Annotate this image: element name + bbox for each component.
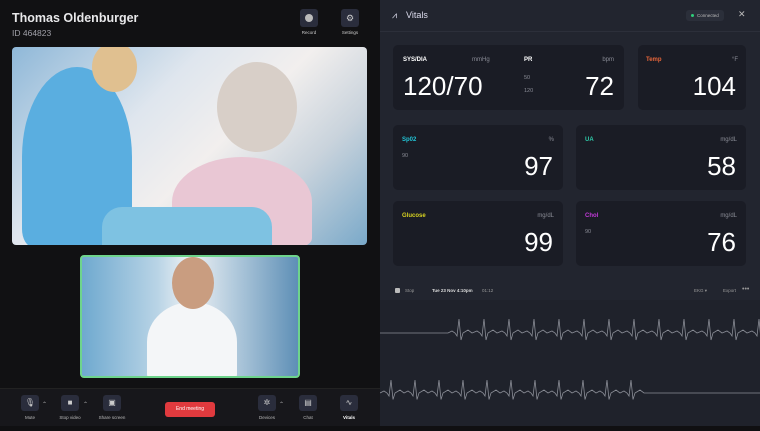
ua-label: UA [585, 137, 594, 143]
video-call-panel: Thomas Oldenburger ID 464823 Record ⚙ Se… [0, 0, 380, 426]
ua-unit: mg/dL [720, 137, 737, 143]
vitals-title: Vitals [406, 10, 428, 20]
screen-share-icon: ▣ [103, 395, 121, 411]
pulse-icon: ∿ [340, 395, 358, 411]
patient-head [217, 62, 297, 152]
record-icon [300, 9, 318, 27]
vitals-panel: ⩘ Vitals Connected ✕ SYS/DIA mmHg 120/70… [379, 0, 760, 426]
stop-video-label: Stop video [59, 415, 81, 420]
spo2-unit: % [548, 137, 554, 143]
temp-value: 104 [692, 71, 736, 101]
connection-status-badge: Connected [686, 10, 724, 21]
glucose-unit: mg/dL [537, 213, 554, 219]
pulse-icon: ⩘ [392, 10, 398, 20]
patient-name: Thomas Oldenburger [12, 11, 139, 25]
pr-low: 50 [524, 75, 531, 81]
ecg-mode-select[interactable]: EKG ▾ [694, 288, 707, 294]
chat-icon: ▤ [299, 395, 317, 411]
stop-button[interactable]: Stop [405, 288, 415, 293]
chevron-down-icon[interactable]: ⌃ [279, 402, 285, 408]
bp-unit: mmHg [472, 57, 490, 63]
spo2-card: Sp02 % 90 97 [393, 125, 563, 190]
pr-unit: bpm [602, 57, 614, 63]
record-button[interactable]: Record [294, 9, 324, 35]
microphone-icon: 🎙 [21, 395, 39, 411]
chol-low: 90 [585, 229, 592, 235]
ua-card: UA mg/dL 58 [576, 125, 746, 190]
patient-id: ID 464823 [12, 28, 52, 38]
doctor-video [80, 255, 300, 378]
devices-icon: ✲ [258, 395, 276, 411]
bp-pr-card: SYS/DIA mmHg 120/70 PR bpm 50 120 72 [393, 45, 624, 110]
vitals-button[interactable]: ∿ Vitals [329, 395, 369, 420]
camera-icon: ■ [61, 395, 79, 411]
bp-value: 120/70 [403, 71, 483, 101]
connection-status-text: Connected [697, 13, 719, 18]
mute-button[interactable]: 🎙 Mute [10, 395, 50, 420]
glucose-label: Glucose [402, 213, 426, 219]
mute-label: Mute [24, 415, 35, 420]
doctor-figure [147, 302, 237, 376]
status-dot-icon [691, 14, 694, 18]
pr-label: PR [524, 57, 533, 63]
share-screen-button[interactable]: ▣ Share screen [92, 395, 132, 420]
end-meeting-button[interactable]: End meeting [165, 402, 215, 417]
nurse-head [92, 47, 137, 92]
chol-label: Chol [585, 213, 599, 219]
record-label: Record [301, 30, 317, 35]
chol-value: 76 [707, 227, 736, 257]
more-icon[interactable]: ••• [742, 286, 750, 293]
temp-card: Temp °F 104 [638, 45, 746, 110]
chevron-down-icon[interactable]: ⌃ [83, 402, 89, 408]
ua-value: 58 [707, 151, 736, 181]
chat-label: Chat [303, 415, 313, 420]
export-button[interactable]: Export [723, 288, 737, 293]
pr-high: 120 [524, 88, 534, 94]
meeting-toolbar: 🎙 Mute ⌃ ■ Stop video ⌃ ▣ Share screen End … [0, 388, 380, 426]
spo2-label: Sp02 [402, 137, 417, 143]
spo2-low: 90 [402, 153, 409, 159]
ecg-waveform [379, 318, 760, 400]
ecg-trace-2 [379, 379, 760, 400]
chevron-down-icon: ▾ [704, 288, 708, 293]
chat-button[interactable]: ▤ Chat [288, 395, 328, 420]
close-icon[interactable]: ✕ [738, 9, 746, 19]
glucose-card: Glucose mg/dL 99 [393, 201, 563, 266]
glucose-value: 99 [524, 227, 553, 257]
temp-label: Temp [646, 57, 662, 63]
ecg-waveform-area [379, 300, 760, 426]
ecg-trace-1 [380, 318, 760, 341]
blanket [102, 207, 272, 245]
ecg-controls: Stop Tue 23 Nov 4:10pm 01:12 EKG ▾ Expor… [380, 282, 760, 300]
settings-label: Settings [341, 30, 359, 35]
ecg-elapsed: 01:12 [482, 288, 494, 293]
doctor-head [172, 257, 214, 309]
ecg-datetime: Tue 23 Nov 4:10pm [432, 288, 473, 293]
patient-video [12, 47, 367, 245]
chol-unit: mg/dL [720, 213, 737, 219]
spo2-value: 97 [524, 151, 553, 181]
stop-icon[interactable] [395, 288, 400, 293]
bp-label: SYS/DIA [403, 57, 428, 63]
vitals-label: Vitals [343, 415, 355, 420]
devices-label: Devices [258, 415, 275, 420]
pr-value: 72 [585, 71, 614, 101]
stop-video-button[interactable]: ■ Stop video [50, 395, 90, 420]
ecg-mode-value: EKG [694, 288, 704, 293]
gear-icon: ⚙ [341, 9, 359, 27]
settings-button[interactable]: ⚙ Settings [335, 9, 365, 35]
chevron-down-icon[interactable]: ⌃ [42, 402, 48, 408]
temp-unit: °F [731, 57, 738, 63]
devices-button[interactable]: ✲ Devices [247, 395, 287, 420]
vitals-header: ⩘ Vitals Connected ✕ [380, 0, 760, 32]
share-screen-label: Share screen [98, 415, 126, 420]
chol-card: Chol mg/dL 90 76 [576, 201, 746, 266]
